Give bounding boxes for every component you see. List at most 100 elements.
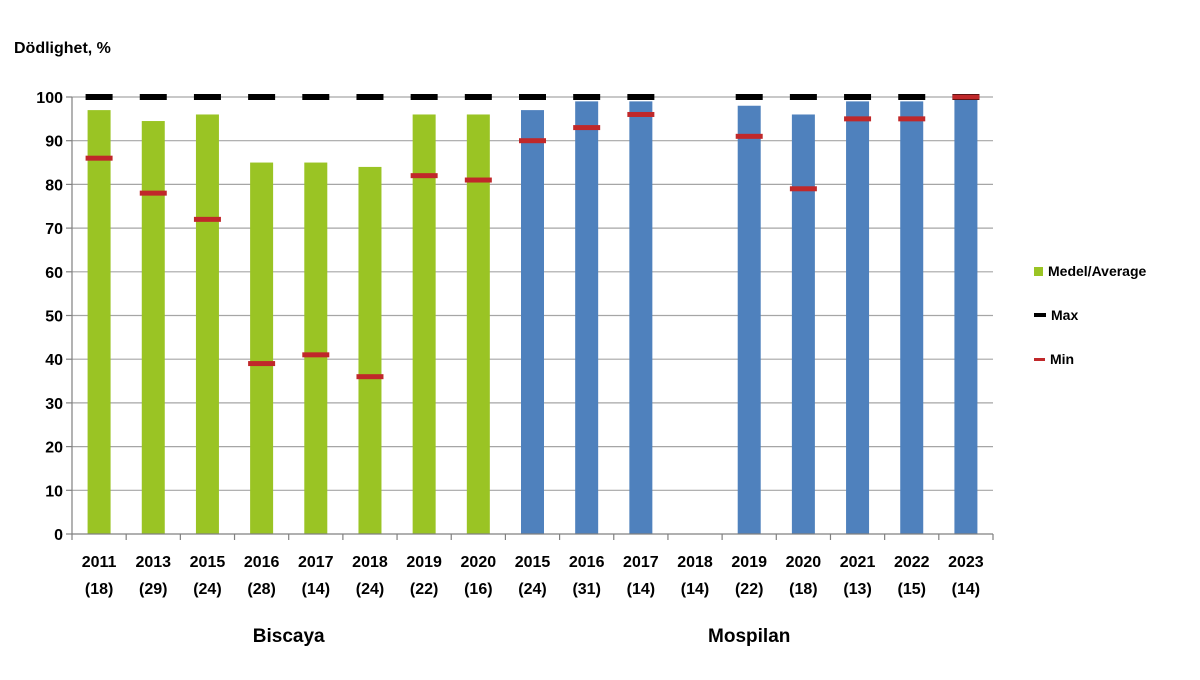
min-marker-biscaya-2018 — [356, 374, 384, 380]
max-marker-mospilan-2017 — [627, 94, 655, 100]
x-tick-n-biscaya-2015: (24) — [193, 581, 221, 598]
bar-biscaya-2013 — [141, 121, 165, 534]
x-tick-year-biscaya-2017: 2017 — [298, 554, 334, 571]
axes — [66, 96, 994, 540]
max-marker-mospilan-2015 — [519, 94, 546, 100]
bar-mospilan-2021 — [846, 101, 870, 535]
x-tick-n-mospilan-2019: (22) — [735, 581, 763, 598]
legend-label-max: Max — [1051, 307, 1079, 323]
legend-item-max: Max — [1034, 304, 1146, 326]
legend-item-min: Min — [1034, 348, 1146, 370]
y-tick-label-20: 20 — [45, 440, 63, 457]
x-tick-year-biscaya-2013: 2013 — [135, 554, 171, 571]
x-tick-n-biscaya-2016: (28) — [247, 581, 275, 598]
y-axis-title: Dödlighet, % — [14, 40, 111, 57]
x-tick-year-biscaya-2019: 2019 — [406, 554, 442, 571]
legend: Medel/Average Max Min — [1034, 260, 1146, 392]
min-marker-mospilan-2021 — [844, 116, 872, 122]
bar-mospilan-2020 — [791, 114, 815, 534]
bar-biscaya-2015 — [195, 114, 219, 534]
bar-mospilan-2017 — [629, 101, 653, 535]
bar-mospilan-2019 — [737, 105, 761, 535]
y-tick-label-50: 50 — [45, 309, 63, 326]
max-marker-mospilan-2021 — [844, 94, 872, 100]
y-tick-label-60: 60 — [45, 265, 63, 282]
y-tick-label-40: 40 — [45, 352, 63, 369]
group-label-mospilan: Mospilan — [708, 626, 791, 647]
bar-mospilan-2022 — [900, 101, 924, 535]
x-tick-year-mospilan-2019: 2019 — [731, 554, 767, 571]
x-tick-year-biscaya-2018: 2018 — [352, 554, 388, 571]
y-tick-label-100: 100 — [36, 90, 63, 107]
x-tick-n-mospilan-2016: (31) — [572, 581, 600, 598]
max-marker-biscaya-2013 — [139, 94, 167, 100]
x-tick-n-biscaya-2020: (16) — [464, 581, 492, 598]
max-marker-mospilan-2016 — [573, 94, 601, 100]
x-tick-year-mospilan-2016: 2016 — [569, 554, 605, 571]
x-tick-n-mospilan-2022: (15) — [898, 581, 926, 598]
min-marker-mospilan-2019 — [735, 133, 763, 139]
min-marker-mospilan-2022 — [898, 116, 926, 122]
bar-mospilan-2016 — [575, 101, 599, 535]
x-tick-n-biscaya-2018: (24) — [356, 581, 384, 598]
x-tick-n-biscaya-2019: (22) — [410, 581, 438, 598]
max-marker-biscaya-2011 — [85, 94, 113, 100]
y-tick-label-30: 30 — [45, 396, 63, 413]
min-marker-biscaya-2019 — [410, 173, 438, 179]
y-tick-label-90: 90 — [45, 134, 63, 151]
x-tick-n-mospilan-2023: (14) — [952, 581, 980, 598]
x-tick-year-mospilan-2020: 2020 — [786, 554, 822, 571]
legend-swatch-average — [1034, 266, 1043, 276]
group-label-biscaya: Biscaya — [252, 626, 325, 647]
max-marker-biscaya-2020 — [464, 94, 492, 100]
bar-biscaya-2011 — [87, 110, 111, 535]
x-tick-year-biscaya-2011: 2011 — [82, 554, 117, 571]
max-marker-biscaya-2016 — [248, 94, 276, 100]
max-marker-mospilan-2020 — [789, 94, 817, 100]
min-marker-mospilan-2020 — [789, 186, 817, 192]
max-marker-biscaya-2018 — [356, 94, 384, 100]
legend-label-min: Min — [1050, 351, 1075, 367]
min-marker-biscaya-2020 — [464, 177, 492, 183]
max-marker-biscaya-2019 — [410, 94, 438, 100]
max-marker-biscaya-2017 — [302, 94, 330, 100]
x-tick-n-biscaya-2013: (29) — [139, 581, 167, 598]
min-marker-mospilan-2023 — [952, 94, 980, 100]
x-tick-n-mospilan-2015: (24) — [518, 581, 546, 598]
max-marker-mospilan-2019 — [735, 94, 763, 100]
x-tick-year-mospilan-2015: 2015 — [515, 554, 551, 571]
y-tick-label-70: 70 — [45, 221, 63, 238]
x-tick-year-mospilan-2022: 2022 — [894, 554, 930, 571]
legend-item-average: Medel/Average — [1034, 260, 1146, 282]
legend-swatch-min — [1034, 357, 1045, 361]
legend-swatch-max — [1034, 313, 1046, 317]
bar-biscaya-2018 — [358, 166, 382, 535]
bar-biscaya-2020 — [466, 114, 490, 534]
x-tick-labels: 2011 (18) 2013 (29) 2015 (24) 2016 (28) 2017 (14)… — [82, 554, 984, 598]
max-marker-biscaya-2015 — [193, 94, 221, 100]
x-tick-n-mospilan-2020: (18) — [789, 581, 817, 598]
legend-label-average: Medel/Average — [1048, 263, 1147, 279]
x-tick-n-mospilan-2017: (14) — [627, 581, 655, 598]
bars — [87, 97, 978, 535]
y-tick-label-80: 80 — [45, 177, 63, 194]
x-tick-year-biscaya-2016: 2016 — [244, 554, 280, 571]
bar-biscaya-2017 — [304, 162, 328, 535]
y-tick-label-10: 10 — [45, 483, 63, 500]
x-tick-year-mospilan-2017: 2017 — [623, 554, 659, 571]
y-tick-label-0: 0 — [54, 527, 63, 544]
min-marker-mospilan-2016 — [573, 125, 601, 131]
bar-mospilan-2015 — [521, 110, 544, 535]
x-tick-year-mospilan-2018: 2018 — [677, 554, 713, 571]
min-marker-mospilan-2017 — [627, 111, 655, 117]
min-marker-biscaya-2015 — [193, 216, 221, 222]
x-tick-n-mospilan-2021: (13) — [843, 581, 871, 598]
x-tick-year-biscaya-2020: 2020 — [461, 554, 497, 571]
x-tick-n-mospilan-2018: (14) — [681, 581, 709, 598]
min-marker-biscaya-2011 — [85, 155, 113, 161]
bar-biscaya-2019 — [412, 114, 436, 534]
x-tick-year-biscaya-2015: 2015 — [190, 554, 226, 571]
x-tick-year-mospilan-2023: 2023 — [948, 554, 984, 571]
markers — [85, 94, 980, 380]
